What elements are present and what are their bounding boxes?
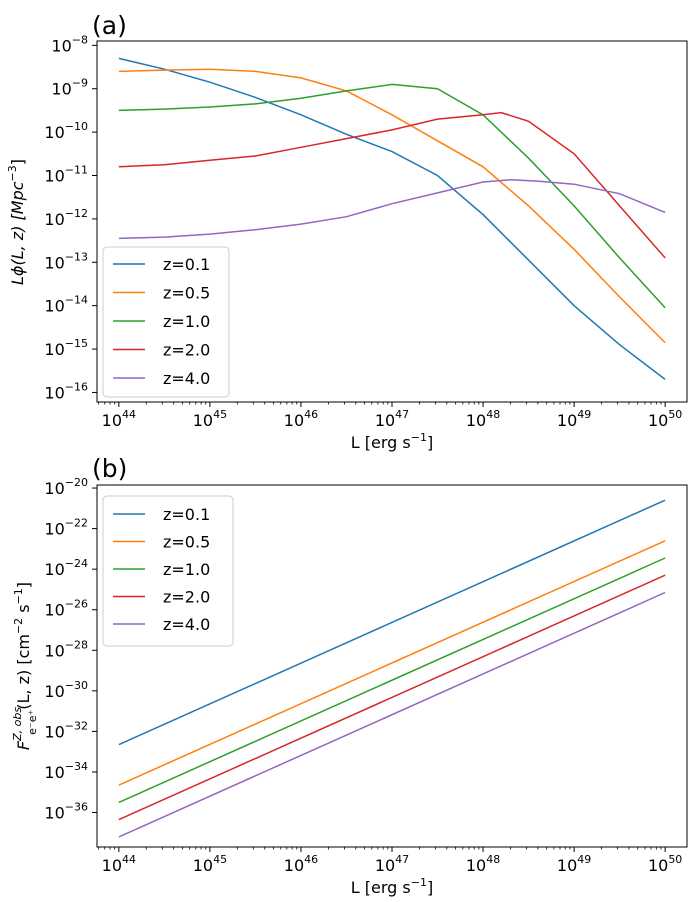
panel-a-legend-label: z=0.5	[163, 284, 210, 303]
panel-b-legend: z=0.1 z=0.5 z=1.0 z=2.0 z=4.0	[102, 495, 234, 647]
panel-a-y-axis-label: Lϕ(L, z) [Mpc−3]	[6, 159, 27, 285]
panel-b-label: (b)	[92, 454, 127, 483]
panel-a-x-tick-label: 1045	[193, 408, 227, 430]
panel-b-y-tick-label: 10−26	[44, 598, 88, 620]
panel-a-lines	[118, 57, 666, 380]
panel-b-legend-label: z=0.5	[163, 533, 210, 552]
panel-a-legend-label: z=2.0	[163, 341, 210, 360]
panel-a-x-ticks: 1044 1045 1046 1047 1048 1049 1050	[98, 402, 682, 430]
panel-b-legend-label: z=0.1	[163, 505, 210, 524]
panel-a-x-tick-label: 1044	[102, 408, 136, 430]
panel-b-x-ticks: 1044 1045 1046 1047 1048 1049 1050	[98, 847, 682, 875]
panel-b-y-tick-label: 10−20	[44, 476, 88, 498]
panel-a-x-tick-label: 1050	[648, 408, 682, 430]
panel-b-legend-label: z=4.0	[163, 615, 210, 634]
panel-b-y-tick-label: 10−36	[44, 801, 88, 823]
panel-b-y-tick-label: 10−28	[44, 638, 88, 660]
panel-a-series-z-0p1	[118, 57, 666, 380]
panel-b: (b) 1044 1045 1046 1047 1048 1049 1050 10−3610…	[11, 454, 688, 897]
panel-a-series-z-4p0	[118, 179, 666, 240]
panel-b-series-z-2p0	[118, 574, 666, 821]
panel-a-y-tick-label: 10−8	[51, 33, 88, 55]
panel-b-series-z-0p5	[118, 540, 666, 786]
panel-a-x-axis-label: L [erg s−1]	[351, 431, 433, 452]
panel-a-label: (a)	[92, 11, 127, 40]
panel-a-legend-label: z=1.0	[163, 312, 210, 331]
panel-b-y-axis-label: FZ, obs e⁻e⁺(L, z) [cm−2 s−1]	[11, 582, 39, 750]
panel-a-y-tick-label: 10−16	[44, 380, 88, 402]
panel-a-y-tick-label: 10−9	[51, 77, 88, 99]
panel-a-y-ticks: 10−16 10−15 10−14 10−13 10−12 10−11 10−10 10−9 1…	[44, 33, 97, 402]
panel-a-y-tick-label: 10−10	[44, 120, 88, 142]
panel-a-y-tick-label: 10−14	[44, 294, 88, 316]
panel-a-legend-label: z=0.1	[163, 255, 210, 274]
panel-a-series-z-1p0	[118, 83, 666, 309]
panel-a-y-tick-label: 10−15	[44, 337, 88, 359]
panel-b-y-tick-label: 10−24	[44, 557, 88, 579]
panel-b-legend-label: z=1.0	[163, 560, 210, 579]
panel-b-series-z-0p1	[118, 499, 666, 746]
panel-b-y-ticks: 10−36 10−34 10−32 10−30 10−28 10−26 10−24 10−22…	[44, 476, 97, 823]
panel-b-series-z-4p0	[118, 591, 666, 838]
panel-b-series-z-1p0	[118, 557, 666, 804]
panel-a-series-z-0p5	[118, 68, 666, 344]
panel-a-series-z-2p0	[118, 111, 666, 259]
panel-a-y-tick-label: 10−13	[44, 250, 88, 272]
panel-b-y-tick-label: 10−34	[44, 760, 88, 782]
panel-b-x-tick-label: 1044	[102, 853, 136, 875]
panel-a-x-tick-label: 1048	[466, 408, 500, 430]
panel-a-legend-label: z=4.0	[163, 369, 210, 388]
panel-a-x-tick-label: 1046	[284, 408, 318, 430]
panel-a-x-tick-label: 1049	[557, 408, 591, 430]
panel-b-x-tick-label: 1046	[284, 853, 318, 875]
panel-a-legend: z=0.1 z=0.5 z=1.0 z=2.0 z=4.0	[102, 246, 230, 398]
panel-b-x-tick-label: 1050	[648, 853, 682, 875]
panel-b-x-tick-label: 1048	[466, 853, 500, 875]
panel-b-legend-box	[102, 495, 234, 647]
panel-b-y-tick-label: 10−30	[44, 679, 88, 701]
panel-b-y-tick-label: 10−32	[44, 719, 88, 741]
panel-b-legend-label: z=2.0	[163, 588, 210, 607]
panel-b-x-axis-label: L [erg s−1]	[351, 876, 433, 897]
panel-a-x-tick-label: 1047	[375, 408, 409, 430]
panel-b-x-tick-label: 1047	[375, 853, 409, 875]
panel-b-lines	[118, 499, 666, 838]
panel-a: (a) 1044 1045 1046 1047 1048 1049 1050 10−1610…	[6, 11, 688, 452]
panel-a-y-tick-label: 10−11	[44, 164, 88, 186]
panel-b-x-tick-label: 1045	[193, 853, 227, 875]
panel-b-y-tick-label: 10−22	[44, 517, 88, 539]
panel-a-legend-box	[102, 246, 230, 398]
panel-b-x-tick-label: 1049	[557, 853, 591, 875]
panel-a-y-tick-label: 10−12	[44, 207, 88, 229]
